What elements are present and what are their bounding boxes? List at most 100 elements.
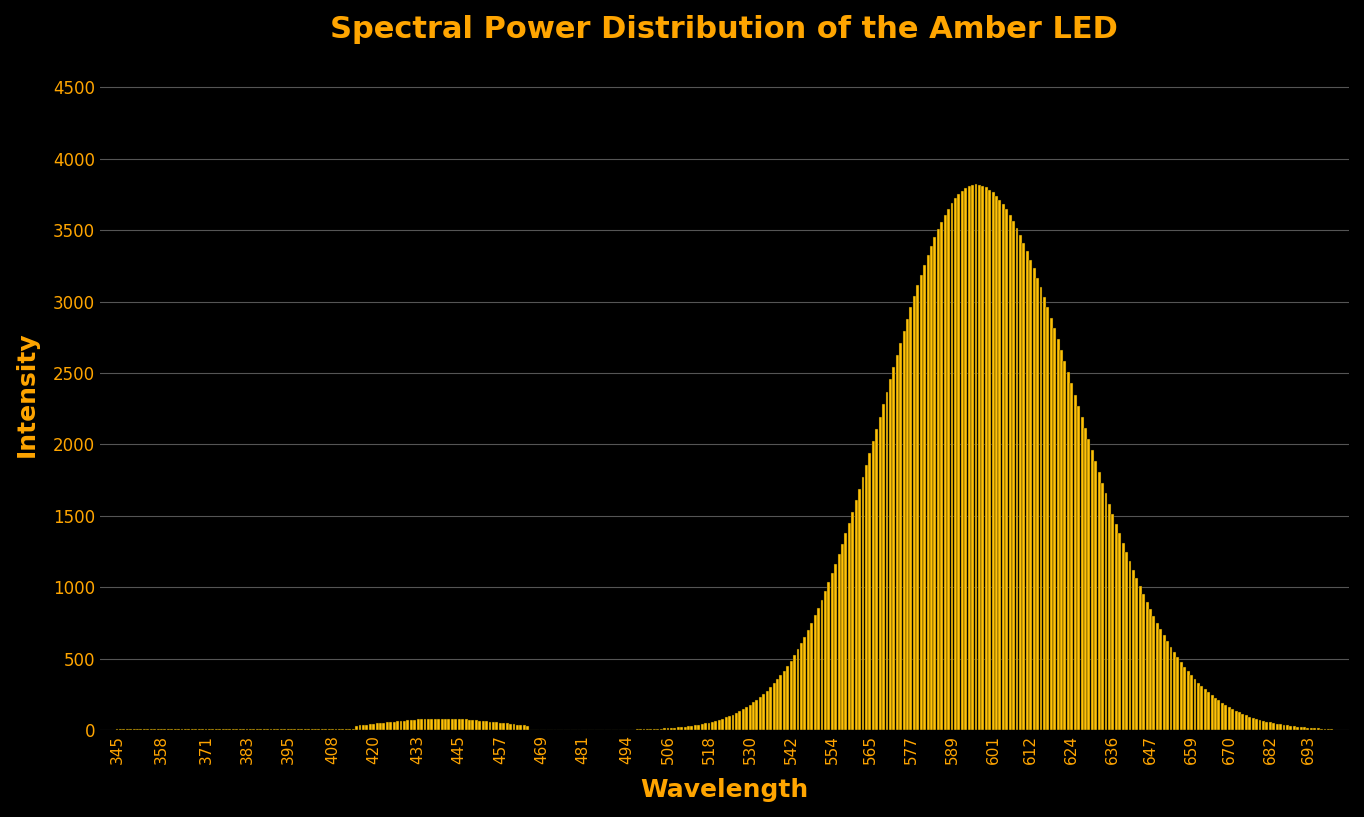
Bar — [1016, 228, 1019, 730]
Bar — [953, 199, 958, 730]
Bar — [359, 725, 361, 730]
Bar — [1187, 671, 1189, 730]
Bar — [1112, 514, 1114, 730]
Bar — [1067, 373, 1069, 730]
Bar — [1105, 493, 1108, 730]
Bar — [1053, 328, 1056, 730]
Bar — [375, 724, 379, 730]
Bar — [906, 319, 908, 730]
Bar — [481, 721, 484, 730]
Bar — [792, 655, 797, 730]
Bar — [958, 194, 960, 730]
Bar — [1114, 524, 1117, 730]
Bar — [903, 331, 906, 730]
Bar — [1204, 690, 1207, 730]
Bar — [516, 725, 518, 730]
Bar — [783, 671, 786, 730]
Bar — [1198, 683, 1200, 730]
Bar — [717, 720, 720, 730]
Bar — [1245, 715, 1248, 730]
Bar — [527, 725, 529, 730]
Bar — [1084, 428, 1087, 730]
Bar — [742, 709, 745, 730]
Bar — [1064, 361, 1067, 730]
Bar — [896, 355, 899, 730]
Bar — [1194, 679, 1196, 730]
Bar — [1019, 235, 1022, 730]
Bar — [1176, 657, 1180, 730]
Bar — [722, 719, 724, 730]
Bar — [1269, 722, 1271, 730]
Bar — [677, 727, 679, 730]
Bar — [1180, 662, 1183, 730]
Bar — [1286, 725, 1289, 730]
Bar — [468, 720, 471, 730]
Bar — [1159, 629, 1162, 730]
Bar — [495, 722, 498, 730]
Bar — [694, 725, 697, 730]
Bar — [1118, 534, 1121, 730]
Bar — [810, 623, 813, 730]
Bar — [1200, 686, 1203, 730]
Bar — [656, 729, 659, 730]
Bar — [420, 719, 423, 730]
Bar — [756, 700, 758, 730]
Bar — [663, 729, 666, 730]
Bar — [848, 523, 851, 730]
Bar — [1142, 594, 1146, 730]
Bar — [831, 574, 833, 730]
Bar — [964, 188, 967, 730]
Bar — [393, 721, 396, 730]
Bar — [1228, 707, 1230, 730]
Bar — [762, 694, 765, 730]
Bar — [1259, 720, 1262, 730]
Bar — [937, 230, 940, 730]
Bar — [790, 660, 792, 730]
Bar — [842, 544, 844, 730]
Bar — [434, 719, 436, 730]
Bar — [974, 185, 978, 730]
Bar — [1087, 440, 1090, 730]
Bar — [1239, 712, 1241, 730]
Bar — [855, 501, 858, 730]
Bar — [667, 728, 670, 730]
Bar — [1275, 724, 1278, 730]
Bar — [1214, 698, 1217, 730]
Bar — [835, 564, 837, 730]
Bar — [1307, 728, 1309, 730]
Bar — [1139, 586, 1142, 730]
Bar — [797, 650, 799, 730]
Bar — [735, 713, 738, 730]
Bar — [1153, 616, 1155, 730]
Bar — [1039, 288, 1042, 730]
Bar — [690, 725, 693, 730]
Bar — [992, 192, 994, 730]
Bar — [479, 721, 481, 730]
Bar — [1173, 652, 1176, 730]
Bar — [409, 720, 413, 730]
Title: Spectral Power Distribution of the Amber LED: Spectral Power Distribution of the Amber… — [330, 15, 1118, 44]
Bar — [940, 221, 943, 730]
Bar — [1073, 395, 1076, 730]
Bar — [1023, 243, 1026, 730]
Bar — [424, 719, 427, 730]
Bar — [1098, 472, 1101, 730]
Bar — [451, 719, 454, 730]
Bar — [731, 715, 734, 730]
Bar — [1262, 721, 1264, 730]
Bar — [361, 725, 364, 730]
Bar — [522, 725, 525, 730]
Bar — [396, 721, 400, 730]
Bar — [1121, 542, 1124, 730]
Bar — [749, 705, 752, 730]
Bar — [752, 703, 756, 730]
Bar — [1169, 647, 1173, 730]
Bar — [1128, 561, 1131, 730]
Y-axis label: Intensity: Intensity — [15, 332, 40, 458]
Bar — [1050, 318, 1053, 730]
Bar — [844, 534, 847, 730]
Bar — [889, 379, 892, 730]
Bar — [910, 307, 913, 730]
Bar — [1037, 278, 1039, 730]
Bar — [1146, 601, 1148, 730]
